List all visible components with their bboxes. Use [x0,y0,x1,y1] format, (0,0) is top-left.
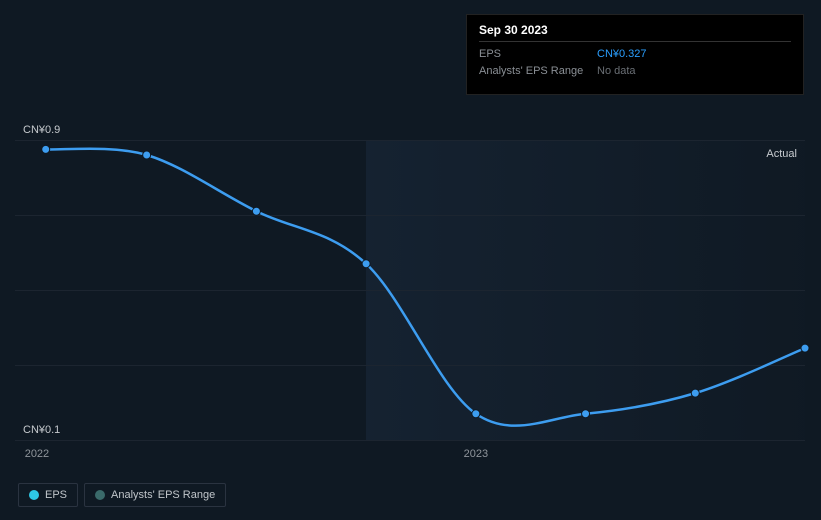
tooltip-row-label: EPS [479,46,597,63]
legend-item[interactable]: EPS [18,483,78,507]
data-point[interactable] [362,260,370,268]
plot-area: Actual CN¥0.9CN¥0.1 [15,140,805,440]
legend-swatch-icon [95,490,105,500]
x-tick-label: 2022 [25,448,49,460]
tooltip-row-value: No data [597,63,636,80]
tooltip-row-label: Analysts' EPS Range [479,63,597,80]
data-point[interactable] [42,145,50,153]
legend-item[interactable]: Analysts' EPS Range [84,483,226,507]
data-point[interactable] [691,389,699,397]
data-point[interactable] [252,207,260,215]
gridline [15,440,805,441]
legend-swatch-icon [29,490,39,500]
data-point[interactable] [472,410,480,418]
tooltip-row-value: CN¥0.327 [597,46,647,63]
data-point[interactable] [582,410,590,418]
tooltip-row: Analysts' EPS RangeNo data [479,63,791,80]
x-axis: 2022 2023 [15,448,805,464]
chart-tooltip: Sep 30 2023 EPSCN¥0.327Analysts' EPS Ran… [466,14,804,95]
y-tick-label: CN¥0.9 [23,124,60,136]
legend-label: EPS [45,489,67,501]
y-tick-label: CN¥0.1 [23,424,60,436]
data-point[interactable] [143,151,151,159]
line-layer [15,140,805,440]
tooltip-date: Sep 30 2023 [479,23,791,42]
tooltip-row: EPSCN¥0.327 [479,46,791,63]
legend-label: Analysts' EPS Range [111,489,215,501]
data-point[interactable] [801,344,809,352]
x-tick-label: 2023 [464,448,488,460]
eps-line [46,149,805,426]
eps-chart: Actual CN¥0.9CN¥0.1 [15,140,805,440]
legend: EPS Analysts' EPS Range [18,483,226,507]
